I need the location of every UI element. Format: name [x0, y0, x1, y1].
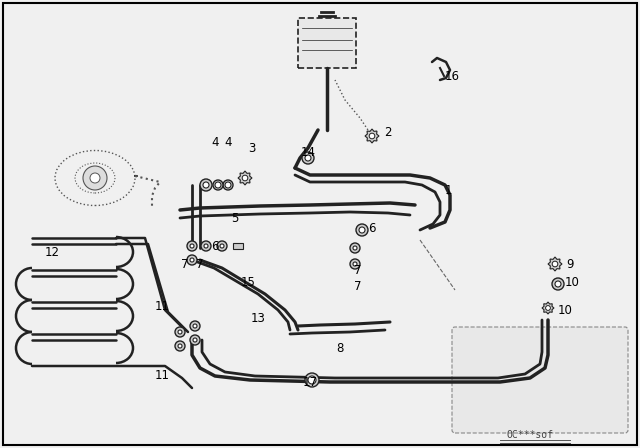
Circle shape: [350, 243, 360, 253]
Text: 14: 14: [301, 146, 316, 159]
Polygon shape: [365, 129, 379, 143]
Circle shape: [359, 227, 365, 233]
Circle shape: [201, 241, 211, 251]
Text: 7: 7: [355, 263, 362, 276]
Circle shape: [552, 261, 558, 267]
Text: 10: 10: [557, 303, 572, 316]
Circle shape: [203, 182, 209, 188]
Text: 7: 7: [181, 258, 189, 271]
Circle shape: [190, 258, 194, 262]
Circle shape: [223, 180, 233, 190]
Text: 17: 17: [303, 375, 317, 388]
Circle shape: [353, 262, 357, 266]
Circle shape: [308, 376, 316, 384]
Text: 13: 13: [251, 311, 266, 324]
Circle shape: [175, 327, 185, 337]
FancyBboxPatch shape: [298, 18, 356, 68]
Circle shape: [305, 373, 319, 387]
Circle shape: [187, 255, 197, 265]
Text: 6: 6: [211, 240, 219, 253]
Text: 7: 7: [196, 258, 204, 271]
Polygon shape: [548, 257, 562, 271]
Circle shape: [217, 241, 227, 251]
Circle shape: [242, 175, 248, 181]
Circle shape: [193, 338, 197, 342]
Circle shape: [220, 244, 224, 248]
Circle shape: [353, 246, 357, 250]
FancyBboxPatch shape: [452, 327, 628, 433]
Circle shape: [356, 224, 368, 236]
Text: 6: 6: [368, 221, 376, 234]
Text: 9: 9: [566, 258, 573, 271]
Text: 5: 5: [231, 211, 239, 224]
Text: 11: 11: [154, 369, 170, 382]
Circle shape: [187, 241, 197, 251]
Text: 3: 3: [248, 142, 256, 155]
Circle shape: [83, 166, 107, 190]
Text: 10: 10: [564, 276, 579, 289]
Circle shape: [90, 173, 100, 183]
Text: 16: 16: [445, 69, 460, 82]
Text: 4: 4: [211, 135, 219, 148]
Circle shape: [213, 180, 223, 190]
Text: 2: 2: [384, 125, 392, 138]
Circle shape: [178, 344, 182, 348]
Circle shape: [200, 179, 212, 191]
Circle shape: [190, 321, 200, 331]
Bar: [233, 243, 243, 249]
Circle shape: [225, 182, 231, 188]
Text: 1: 1: [444, 184, 452, 197]
Text: 8: 8: [336, 341, 344, 354]
Circle shape: [302, 152, 314, 164]
Text: 7: 7: [355, 280, 362, 293]
Circle shape: [175, 341, 185, 351]
Circle shape: [193, 324, 197, 328]
Text: 15: 15: [241, 276, 255, 289]
Circle shape: [204, 244, 208, 248]
Text: 4: 4: [224, 135, 232, 148]
Circle shape: [215, 182, 221, 188]
Text: OC***sof: OC***sof: [506, 430, 554, 440]
Polygon shape: [542, 302, 554, 314]
Circle shape: [190, 335, 200, 345]
Circle shape: [555, 281, 561, 287]
Circle shape: [545, 306, 550, 310]
Text: 12: 12: [45, 246, 60, 258]
Circle shape: [552, 278, 564, 290]
Polygon shape: [238, 171, 252, 185]
Circle shape: [305, 155, 311, 161]
Circle shape: [369, 133, 375, 139]
Circle shape: [190, 244, 194, 248]
Circle shape: [178, 330, 182, 334]
Circle shape: [350, 259, 360, 269]
Text: 11: 11: [154, 300, 170, 313]
